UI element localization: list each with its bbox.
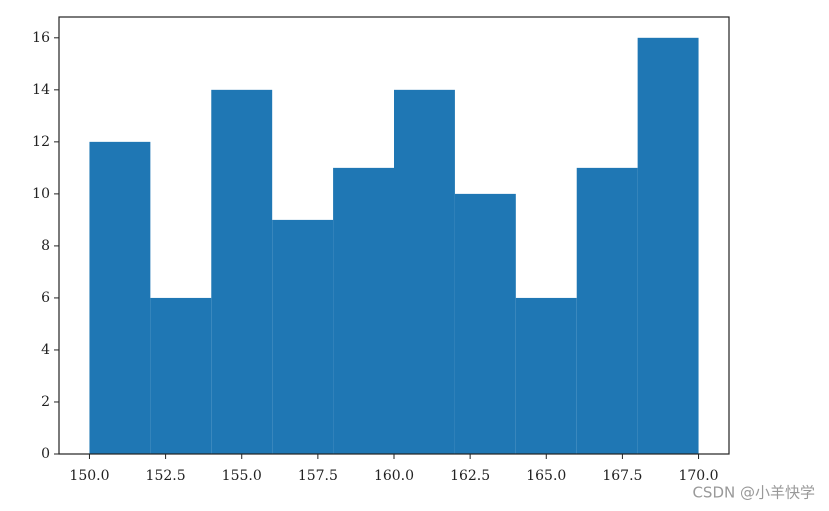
bar	[515, 297, 577, 454]
y-tick-label: 2	[41, 394, 50, 410]
x-tick-label: 167.5	[602, 468, 642, 484]
y-tick-label: 6	[41, 290, 50, 306]
bar	[394, 89, 455, 454]
axes-frame	[58, 16, 730, 455]
x-tick-label: 150.0	[69, 468, 109, 484]
watermark: CSDN @小羊快学	[692, 484, 815, 502]
x-tick-label: 170.0	[678, 468, 718, 484]
x-tick-label: 160.0	[374, 468, 414, 484]
bar	[333, 167, 394, 454]
bar	[211, 89, 273, 454]
y-tick-label: 14	[32, 82, 50, 98]
x-tick-label: 165.0	[526, 468, 566, 484]
bar	[150, 297, 212, 454]
y-tick-label: 12	[32, 134, 50, 150]
bar	[89, 141, 151, 454]
y-tick-label: 8	[41, 238, 50, 254]
bar	[272, 219, 334, 454]
y-tick-label: 0	[41, 446, 50, 462]
y-tick-label: 4	[41, 342, 50, 358]
x-tick-label: 162.5	[450, 468, 490, 484]
bar	[576, 167, 638, 454]
y-tick-label: 16	[32, 30, 50, 46]
bar	[454, 193, 516, 454]
x-tick-label: 157.5	[298, 468, 338, 484]
y-tick-label: 10	[32, 186, 50, 202]
x-tick-label: 155.0	[222, 468, 262, 484]
x-tick-label: 152.5	[146, 468, 186, 484]
bar	[637, 37, 699, 455]
